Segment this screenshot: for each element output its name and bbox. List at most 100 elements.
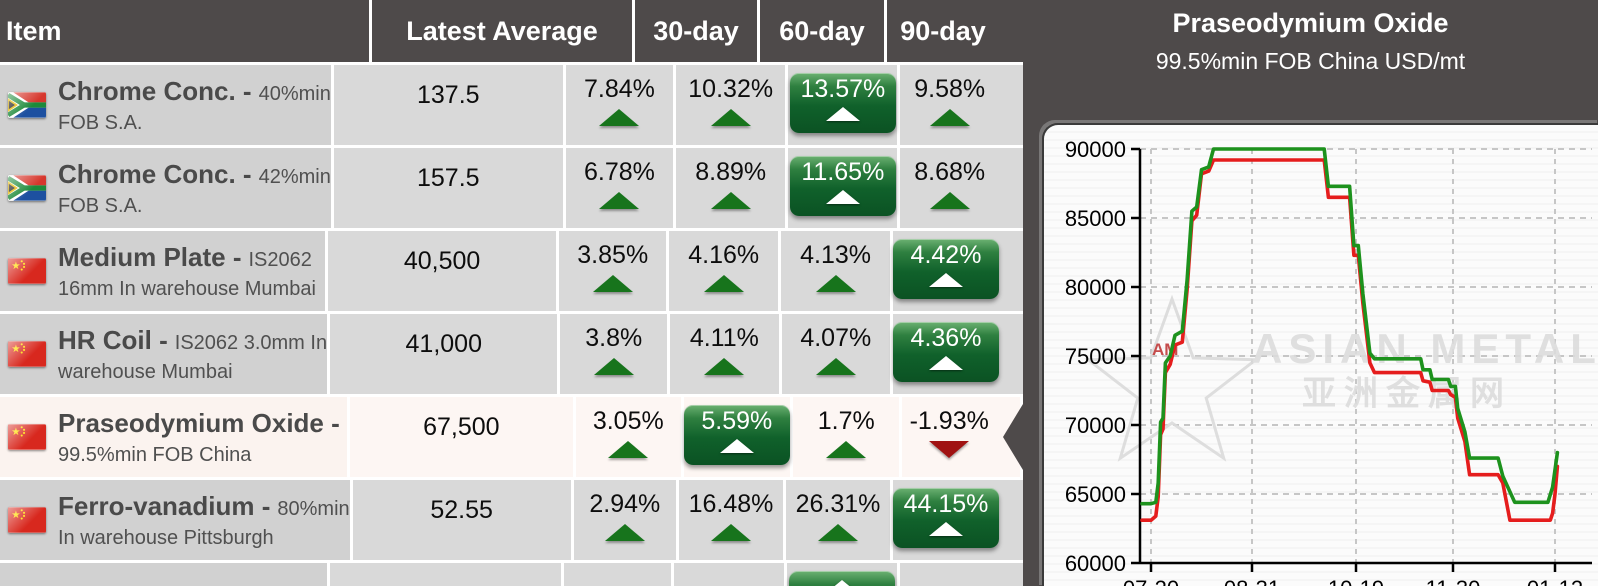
percent-value: 5.59%	[701, 407, 773, 435]
percent-value: 7.84%	[583, 75, 655, 103]
change-cell-90day: 44.15%	[893, 480, 1023, 560]
column-header-30day: 30-day	[635, 0, 760, 62]
trend-triangle-icon	[710, 192, 751, 209]
chart-axes: 90000 85000 80000 75000 70000 65000 6000007-20…	[1065, 137, 1592, 586]
item-name: Praseodymium Oxide -	[58, 407, 340, 438]
change-cell-60day-box: 26.31%	[786, 480, 893, 560]
percent-value: 4.16%	[688, 241, 760, 269]
table-row[interactable]: Medium Plate - IS2062 16mm In warehouse M…	[0, 231, 1023, 314]
trend-triangle-icon	[710, 524, 751, 541]
watermark-text: ASIAN METAL	[1252, 325, 1598, 372]
change-cell-30day: 6.78%	[565, 148, 677, 228]
x-axis-label: 07-20	[1123, 576, 1179, 586]
trend-triangle-icon	[604, 524, 645, 541]
change-cell-60day-box	[787, 563, 900, 586]
y-axis-label: 75000	[1065, 344, 1126, 369]
price-line-high	[1140, 147, 1560, 506]
item-location: FOB S.A.	[58, 194, 143, 217]
change-cell-60day: 16.48%	[679, 480, 786, 560]
trend-triangle-icon	[608, 441, 649, 458]
item-name: Chrome Conc. -	[58, 158, 252, 189]
item-location: 16mm In warehouse Mumbai	[58, 277, 316, 300]
percent-value: 3.8%	[585, 324, 643, 352]
latest-average-value: 67,500	[349, 397, 576, 477]
percent-value: 8.68%	[914, 158, 986, 186]
column-header-90day: 90-day	[900, 15, 986, 46]
change-cell-60day: 8.89%	[676, 148, 789, 228]
percent-value: 4.07%	[800, 324, 872, 352]
percent-value: 4.11%	[689, 324, 759, 352]
trend-triangle-icon	[593, 358, 634, 375]
x-axis-label: 08-31	[1224, 576, 1280, 586]
table-row[interactable]: Chrome Conc. - 40%min FOB S.A. 137.5 7.84…	[0, 65, 1024, 148]
percent-value: 8.89%	[695, 158, 767, 186]
percent-value: 44.15%	[903, 490, 989, 518]
table-row[interactable]: Ferro-vanadium - 80%min In warehouse Pitt…	[0, 480, 1023, 563]
watermark-text-chinese: 亚洲金属网	[1302, 374, 1512, 413]
item-spec: 40%min	[258, 82, 331, 105]
trend-triangle-icon	[704, 358, 745, 375]
change-cell-60day-box: 1.7%	[793, 397, 903, 477]
table-row[interactable]: Chrome Conc. - 42%min FOB S.A. 157.5 6.78…	[0, 148, 1024, 231]
latest-average-value	[330, 563, 564, 586]
chart-series-lines	[1140, 147, 1560, 523]
trend-triangle-icon	[826, 441, 867, 458]
trend-triangle-icon	[929, 441, 970, 458]
item-cell: Chrome Conc. - 42%min FOB S.A.	[0, 148, 334, 228]
asian-metal-watermark: AM ASIAN METAL 亚洲金属网	[1084, 294, 1598, 462]
percent-value: -1.93%	[909, 407, 989, 435]
y-axis-label: 85000	[1065, 206, 1126, 231]
percent-value: 1.7%	[817, 407, 875, 435]
change-cell-90day: 8.68%	[900, 148, 1024, 228]
table-header-row: Item Latest Average 30-day 60-day 90-day	[0, 0, 1023, 65]
y-axis-label: 70000	[1065, 413, 1126, 438]
china-flag-icon	[8, 341, 46, 367]
item-spec: 42%min	[258, 165, 331, 188]
table-row[interactable]: HR Coil - IS2062 3.0mm In warehouse Mumba…	[0, 314, 1023, 397]
trend-triangle-icon	[817, 524, 858, 541]
change-cell-60day-box: 11.65%	[788, 148, 901, 228]
column-header-item: Item	[0, 0, 372, 62]
asian-metal-star-icon	[1084, 294, 1260, 462]
change-cell-60day-box: 4.13%	[781, 231, 893, 311]
item-name: Ferro-vanadium -	[58, 490, 271, 521]
south-africa-flag-icon	[8, 175, 46, 201]
china-flag-icon	[8, 258, 46, 284]
percent-value: 6.78%	[583, 158, 655, 186]
percent-value: 3.85%	[577, 241, 649, 269]
item-name: Chrome Conc. -	[58, 75, 252, 106]
percent-value: 2.94%	[589, 490, 661, 518]
percent-value: 16.48%	[688, 490, 774, 518]
item-cell: Medium Plate - IS2062 16mm In warehouse M…	[0, 231, 328, 311]
chart-title: Praseodymium Oxide	[1172, 8, 1449, 38]
column-header-60day: 60-day	[760, 0, 887, 62]
item-location: In warehouse Pittsburgh	[58, 526, 274, 549]
trend-triangle-icon	[710, 109, 751, 126]
percent-value: 26.31%	[795, 490, 881, 518]
trend-triangle-icon	[815, 275, 856, 292]
latest-average-value: 137.5	[333, 65, 566, 145]
change-cell-90day	[899, 563, 1023, 586]
change-cell-90day: 4.36%	[893, 314, 1023, 394]
item-name: HR Coil -	[58, 324, 168, 355]
change-cell-90day: 9.58%	[900, 65, 1024, 145]
trend-triangle-icon	[929, 192, 970, 209]
trend-triangle-icon	[703, 275, 744, 292]
change-cell-90day: -1.93%	[902, 397, 1023, 477]
change-cell-60day: 4.11%	[670, 314, 782, 394]
percent-value: 11.65%	[801, 158, 885, 186]
south-africa-flag-icon	[8, 92, 46, 118]
x-axis-label: 11-30	[1426, 576, 1481, 586]
y-axis-label: 60000	[1065, 551, 1126, 576]
trend-triangle-icon	[599, 109, 640, 126]
latest-average-value: 41,000	[330, 314, 561, 394]
percent-value: 4.13%	[800, 241, 872, 269]
change-cell-60day: 4.16%	[669, 231, 782, 311]
table-row[interactable]: Ferro-vanadium -	[0, 563, 1023, 586]
item-spec: IS2062	[248, 248, 312, 271]
trend-triangle-icon	[825, 190, 860, 204]
table-row-selected-praseodymium[interactable]: Praseodymium Oxide - 99.5%min FOB China …	[0, 397, 1023, 480]
percent-value: 3.05%	[592, 407, 664, 435]
trend-triangle-icon	[929, 522, 963, 536]
